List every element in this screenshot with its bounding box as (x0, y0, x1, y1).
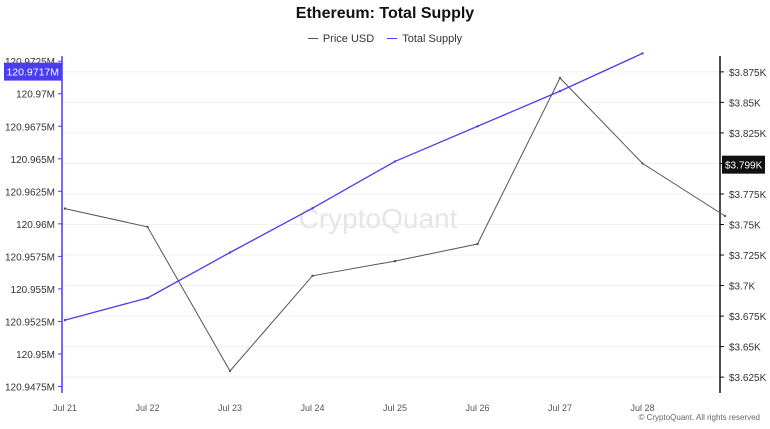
left-tick-label-0: 120.9475M (5, 382, 55, 393)
chart-title: Ethereum: Total Supply (295, 5, 475, 22)
left-highlight-badge (4, 62, 62, 81)
copyright-footer: © CryptoQuant. All rights reserved (638, 413, 761, 422)
legend-swatch-price (307, 38, 318, 39)
right-tick-label-9: $3.85K (729, 98, 761, 109)
point-price-1 (146, 225, 149, 229)
right-tick-label-0: $3.625K (729, 373, 767, 384)
legend-label-price: Price USD (322, 32, 375, 45)
x-tick-label-2: Jul 23 (218, 403, 242, 413)
point-supply-6 (558, 89, 562, 93)
point-price-6 (558, 76, 562, 80)
legend: Price USD Total Supply (0, 30, 770, 45)
right-highlight-label: $3.799K (725, 161, 763, 172)
point-supply-4 (393, 160, 397, 163)
point-supply-1 (146, 296, 149, 300)
point-supply-0 (63, 318, 67, 322)
left-tick-label-6: 120.9625M (5, 187, 55, 198)
right-axis-ticks: $3.625K $3.65K $3.675K $3.7K $3.725K $3.75K $3… (720, 68, 767, 384)
point-supply-3 (311, 207, 314, 210)
x-tick-label-1: Jul 22 (135, 403, 159, 413)
left-tick-label-4: 120.9575M (5, 252, 55, 263)
left-tick-label-9: 120.97M (16, 90, 55, 101)
x-tick-label-7: Jul 28 (630, 403, 654, 413)
x-tick-label-6: Jul 27 (548, 403, 572, 413)
point-price-3 (311, 274, 314, 277)
legend-swatch-supply (387, 38, 398, 39)
right-tick-label-2: $3.675K (729, 312, 767, 323)
point-supply-7 (641, 52, 644, 55)
legend-label-supply: Total Supply (402, 32, 463, 45)
right-tick-label-3: $3.7K (729, 282, 755, 293)
x-axis-ticks: Jul 21 Jul 22 Jul 23 Jul 24 Jul 25 Jul 26 Jul … (53, 403, 655, 413)
point-supply-5 (476, 125, 479, 128)
right-tick-label-6: $3.775K (729, 190, 767, 201)
right-tick-label-1: $3.65K (729, 343, 761, 354)
x-tick-label-4: Jul 25 (383, 403, 407, 413)
x-tick-label-0: Jul 21 (53, 403, 77, 413)
left-tick-label-5: 120.96M (16, 220, 55, 231)
x-tick-label-3: Jul 24 (300, 403, 324, 413)
point-price-5 (476, 242, 479, 246)
point-price-0 (63, 207, 67, 210)
right-tick-label-8: $3.825K (729, 129, 767, 140)
series-line-total-supply (64, 52, 643, 321)
right-tick-label-4: $3.725K (729, 251, 767, 262)
left-tick-label-8: 120.9675M (5, 122, 55, 133)
point-price-4 (393, 259, 397, 263)
point-price-2 (228, 369, 232, 373)
watermark: CryptoQuant (299, 203, 458, 234)
left-tick-label-1: 120.95M (16, 350, 55, 361)
x-tick-label-5: Jul 26 (465, 403, 489, 413)
left-tick-label-3: 120.955M (11, 285, 55, 296)
left-highlight-label: 120.9717M (6, 67, 59, 79)
right-tick-label-10: $3.875K (729, 68, 767, 79)
axis-badges: 120.9717M $3.799K (4, 62, 765, 174)
legend-item-supply[interactable]: Total Supply (387, 33, 462, 45)
legend-item-price[interactable]: Price USD (307, 32, 375, 45)
point-supply-2 (228, 251, 232, 254)
right-tick-label-5: $3.75K (729, 221, 761, 232)
series-lines (63, 52, 727, 373)
point-price-8 (723, 214, 727, 218)
right-highlight-badge (722, 155, 765, 174)
point-price-7 (641, 162, 644, 165)
left-axis-ticks: 120.9475M 120.95M 120.9525M 120.955M 120.957… (5, 57, 62, 393)
left-tick-label-7: 120.965M (11, 155, 55, 166)
left-tick-label-2: 120.9525M (5, 317, 55, 328)
